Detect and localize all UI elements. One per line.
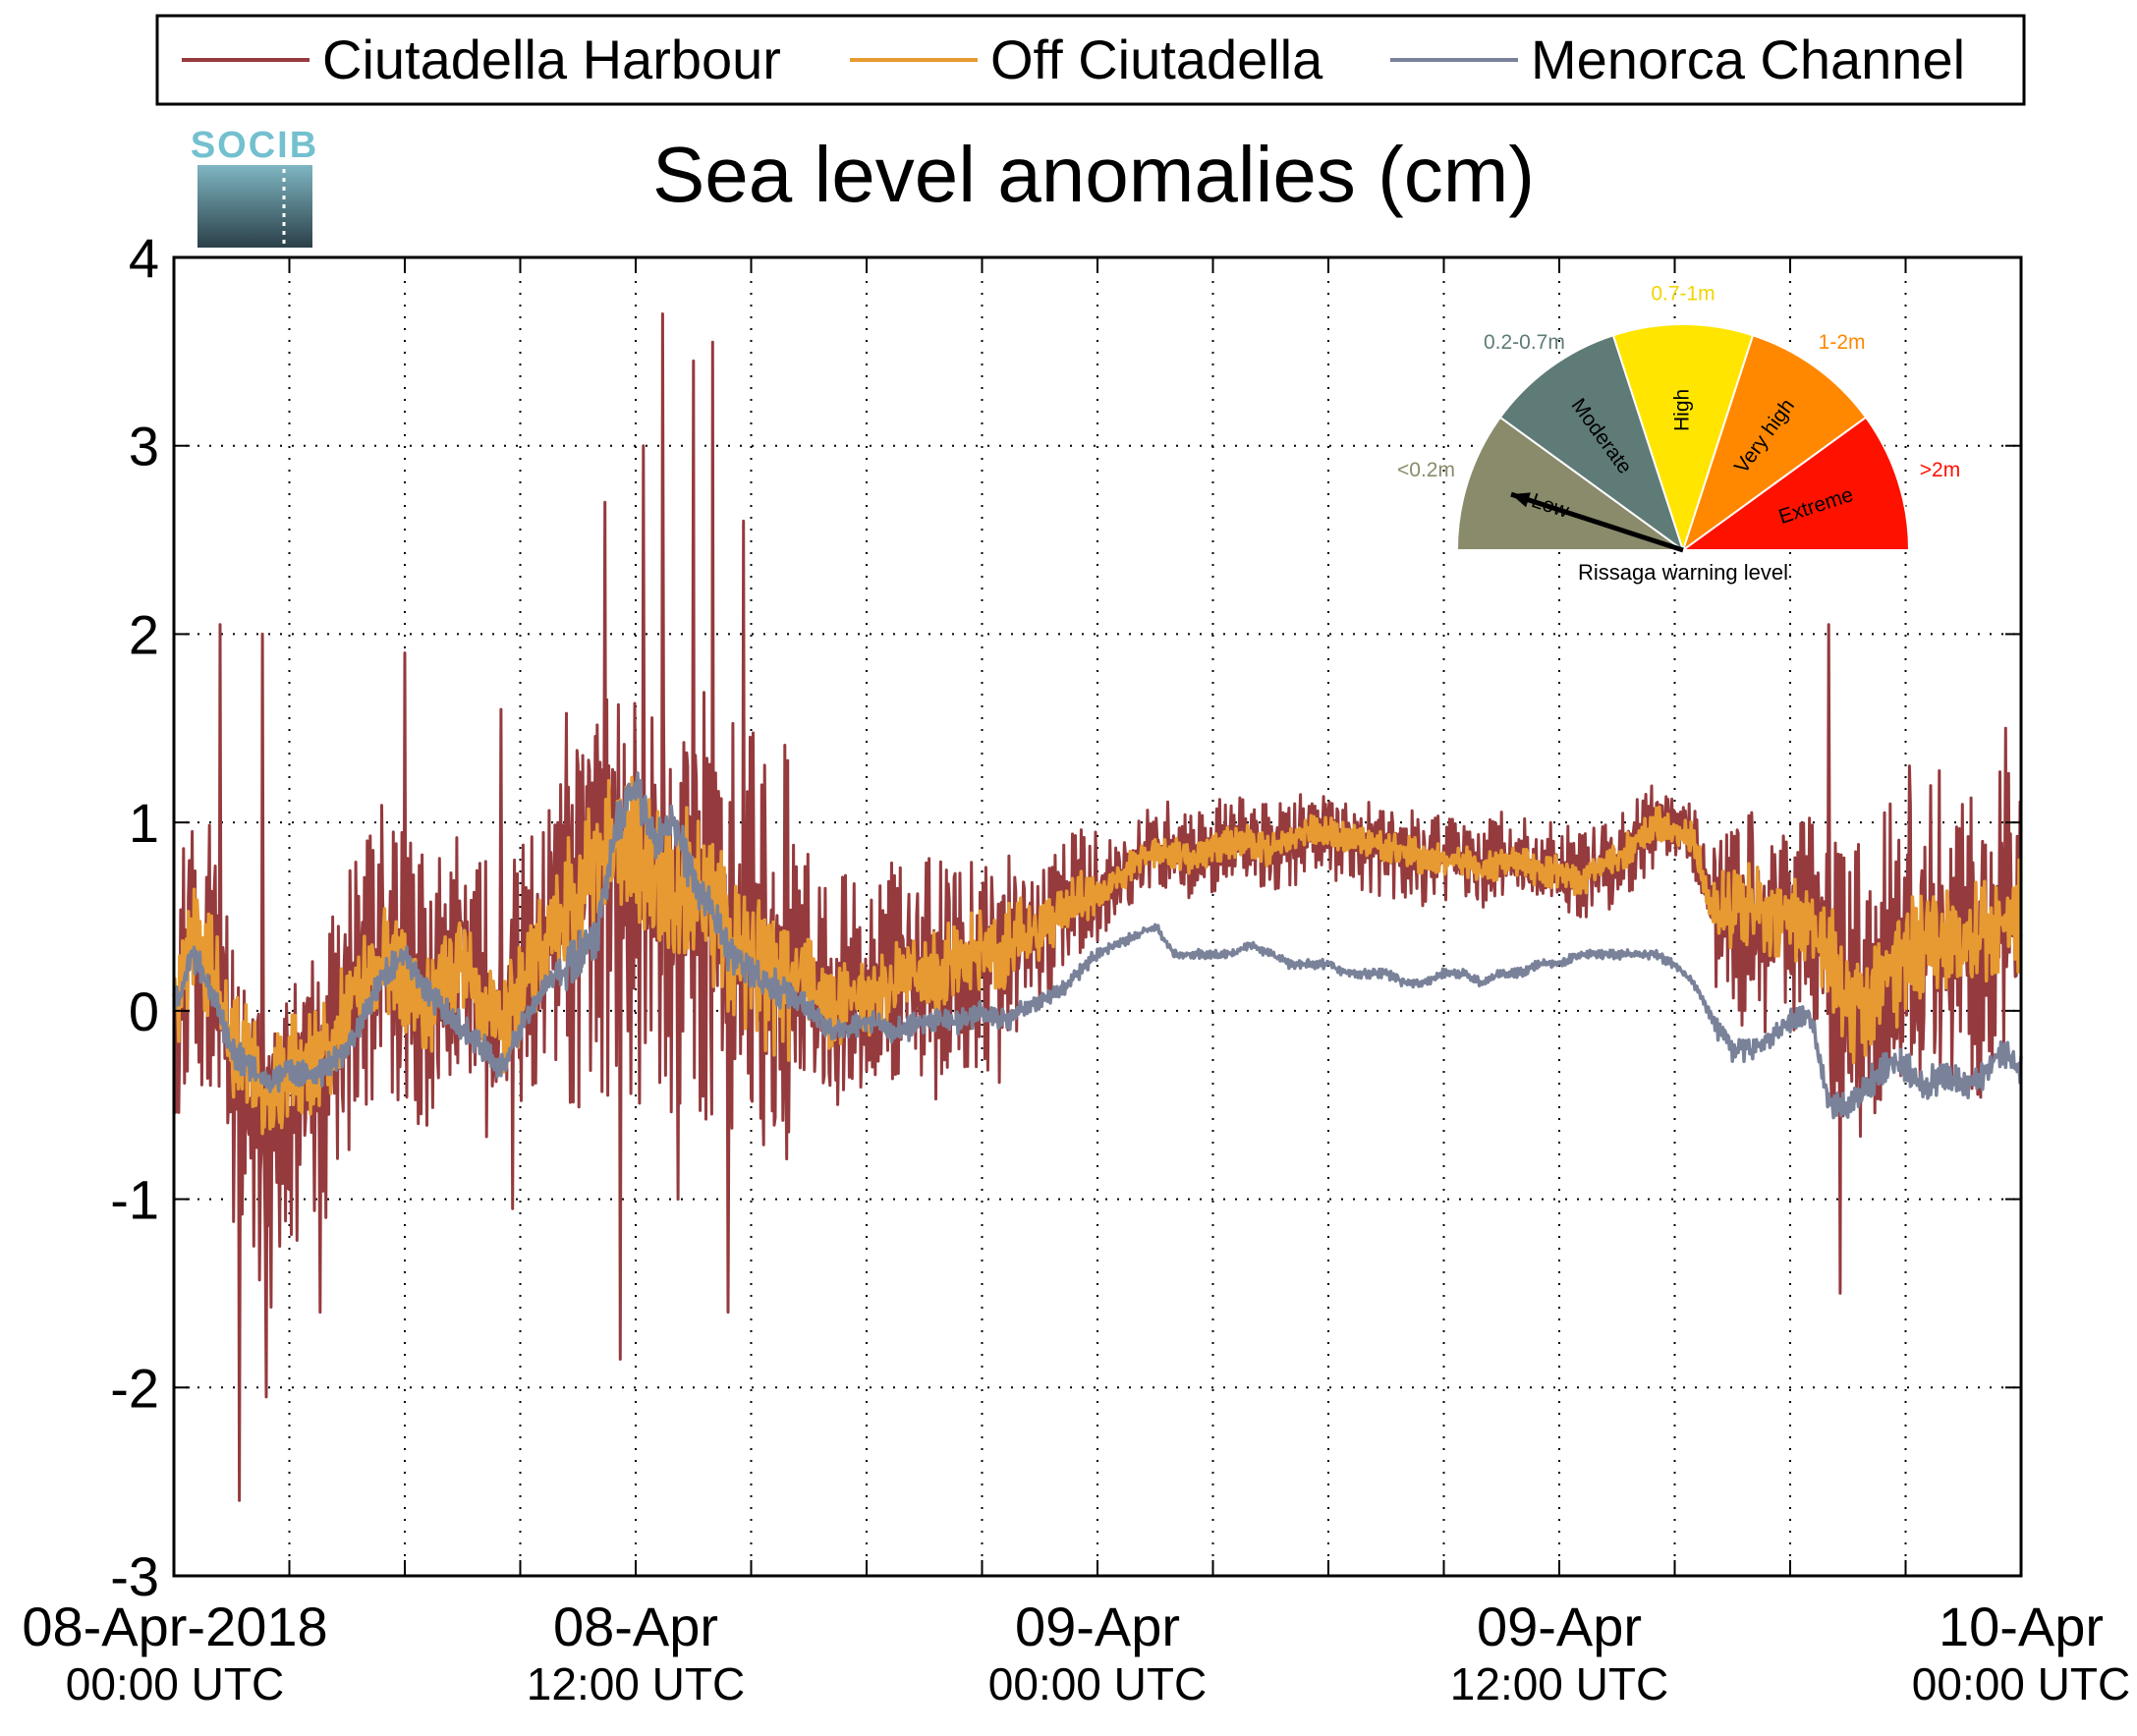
y-tick-labels: -3 -2 -1 0 1 2 3 4	[110, 227, 159, 1607]
gauge-range-label: <0.2m	[1397, 459, 1455, 481]
gauge-range-label: 0.7-1m	[1651, 283, 1715, 306]
gauge-range-label: >2m	[1920, 459, 1960, 481]
socib-logo-block	[197, 165, 312, 248]
x-tick-label-date: 09-Apr	[1477, 1596, 1642, 1657]
legend: Ciutadella Harbour Off Ciutadella Menorca …	[155, 14, 2026, 106]
gauge-segment-extreme	[1679, 416, 1911, 551]
legend-label-1: Ciutadella Harbour	[322, 28, 781, 90]
y-tick-label: 1	[129, 792, 159, 854]
socib-logo-text: SOCIB	[191, 125, 318, 166]
x-tick-label-time: 00:00 UTC	[66, 1658, 284, 1709]
legend-label-3: Menorca Channel	[1531, 28, 1965, 90]
gauge-needle	[1510, 491, 1684, 553]
y-tick-label: -1	[110, 1169, 159, 1231]
gauge-segment-high	[1611, 323, 1755, 554]
socib-logo: SOCIB	[191, 125, 318, 248]
x-tick-label-time: 12:00 UTC	[1450, 1658, 1668, 1709]
legend-label-2: Off Ciutadella	[990, 28, 1323, 90]
y-tick-label: 3	[129, 416, 159, 477]
chart-title: Sea level anomalies (cm)	[652, 131, 1535, 218]
gauge-segment-low	[1455, 416, 1687, 551]
x-tick-label-date: 08-Apr-2018	[22, 1596, 327, 1657]
x-tick-label-date: 08-Apr	[553, 1596, 718, 1657]
gauge-segment-label: High	[1671, 389, 1694, 431]
gauge-range-label: 0.2-0.7m	[1484, 331, 1565, 354]
axis-ticks	[174, 256, 2021, 1577]
series-line-menorca-channel	[172, 771, 2023, 1120]
series-line-off-ciutadella	[172, 775, 2023, 1136]
x-tick-label-date: 10-Apr	[1939, 1596, 2104, 1657]
gauge-needle-head	[1511, 492, 1531, 508]
x-tick-label-date: 09-Apr	[1015, 1596, 1180, 1657]
y-tick-label: -2	[110, 1357, 159, 1419]
series-layer	[172, 312, 2023, 1502]
legend-box	[155, 14, 2026, 106]
y-tick-label: 4	[129, 227, 159, 289]
y-tick-label: 2	[129, 603, 159, 665]
gauge-caption: Rissaga warning level	[1578, 560, 1788, 585]
gauge-segment-moderate	[1498, 334, 1685, 553]
y-tick-label: -3	[110, 1545, 159, 1607]
x-tick-label-time: 12:00 UTC	[527, 1658, 745, 1709]
gauge-range-label: 1-2m	[1819, 331, 1866, 354]
y-tick-label: 0	[129, 980, 159, 1042]
x-tick-label-time: 00:00 UTC	[988, 1658, 1207, 1709]
gauge-segment-very-high	[1681, 334, 1868, 553]
x-tick-label-time: 00:00 UTC	[1912, 1658, 2130, 1709]
